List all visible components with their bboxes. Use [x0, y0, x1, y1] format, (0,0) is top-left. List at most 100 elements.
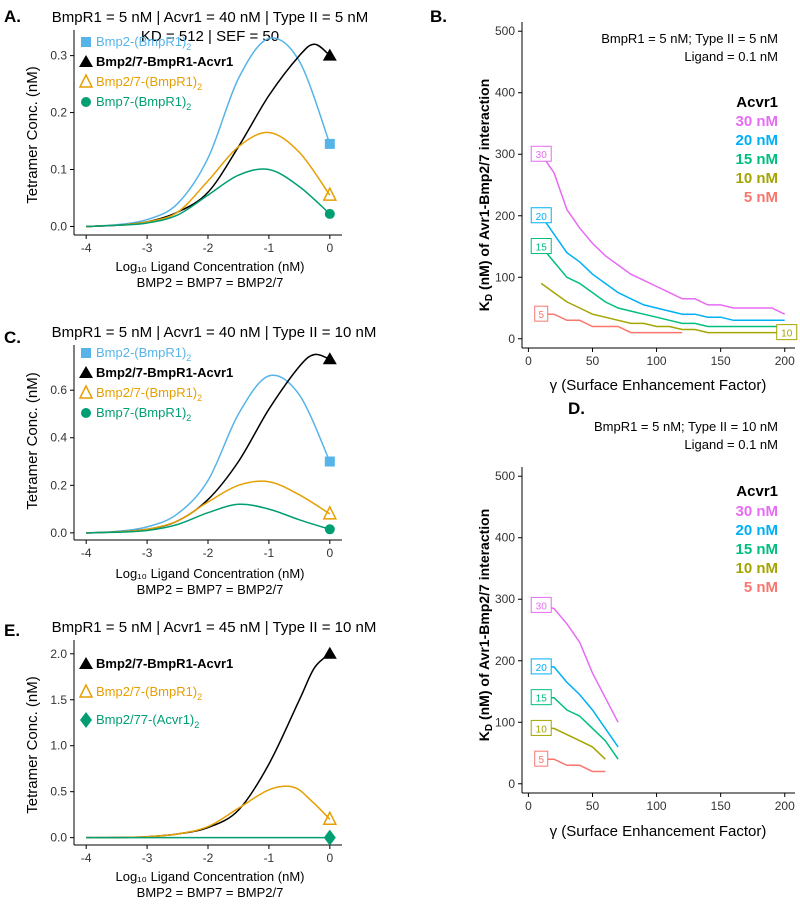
x-tick-label: 100 — [647, 354, 667, 368]
series-line — [541, 666, 619, 748]
y-tick-label: 200 — [495, 654, 515, 668]
series-start-label: 15 — [536, 694, 548, 705]
legend-marker — [79, 55, 93, 67]
x-tick-label: -3 — [142, 851, 153, 865]
series-start-label: 15 — [536, 243, 548, 254]
panel-b-annotation-2: Ligand = 0.1 nM — [684, 49, 778, 64]
y-tick-label: 0 — [508, 777, 515, 791]
series-line — [86, 43, 331, 228]
series-line — [540, 246, 785, 328]
series-line — [86, 374, 331, 534]
panel-e-ylabel: Tetramer Conc. (nM) — [24, 676, 41, 814]
panel-a-subtitle: KD = 512 | SEF = 50 — [141, 28, 279, 45]
legend-label: 10 nM — [735, 170, 778, 187]
series-start-label-box — [530, 145, 552, 162]
legend-marker — [81, 37, 91, 47]
series-start-label: 10 — [536, 724, 548, 735]
x-tick-label: -1 — [264, 851, 275, 865]
series-line — [541, 313, 683, 334]
x-tick-label: 100 — [647, 799, 667, 813]
series-line — [540, 215, 785, 322]
y-tick-label: 400 — [495, 531, 515, 545]
x-tick-label: 0 — [525, 354, 532, 368]
panel-a-letter: A. — [4, 7, 21, 26]
y-tick-label: 0.1 — [50, 163, 67, 177]
panel-b-ylabel: KD (nM) of Avr1-Bmp2/7 interaction — [476, 79, 495, 312]
panel-d-ylabel: KD (nM) of Avr1-Bmp2/7 interaction — [476, 509, 495, 742]
panel-e-xlabel2: BMP2 = BMP7 = BMP2/7 — [137, 885, 284, 900]
legend-label: Bmp2/7-BmpR1-Acvr1 — [96, 365, 233, 380]
x-tick-label: 150 — [711, 354, 731, 368]
panel-b-xlabel: γ (Surface Enhancement Factor) — [550, 377, 767, 394]
panel-b-annotation-1: BmpR1 = 5 nM; Type II = 5 nM — [601, 31, 778, 46]
y-tick-label: 300 — [495, 592, 515, 606]
legend-label: Bmp7-(BmpR1)2 — [96, 405, 191, 423]
legend-label: Bmp2/77-(Acvr1)2 — [96, 712, 199, 730]
x-tick-label: -4 — [81, 241, 92, 255]
series-end-marker — [322, 646, 337, 659]
series-end-marker — [323, 829, 336, 846]
legend-label: 15 nM — [735, 151, 778, 168]
legend-marker — [80, 712, 92, 728]
series-start-label: 30 — [536, 601, 548, 612]
y-tick-label: 100 — [495, 715, 515, 729]
series-start-label: 30 — [536, 150, 548, 161]
x-tick-label: 0 — [326, 241, 333, 255]
x-tick-label: -3 — [142, 241, 153, 255]
legend-label: Bmp2/7-(BmpR1)2 — [96, 74, 202, 92]
series-end-marker — [322, 186, 338, 201]
legend-marker — [81, 97, 91, 107]
series-start-label-box — [530, 689, 552, 706]
series-start-label-box — [530, 658, 552, 675]
panel-c-xlabel: Log₁₀ Ligand Concentration (nM) — [115, 566, 304, 581]
series-end-marker — [322, 810, 338, 826]
y-tick-label: 100 — [495, 270, 515, 284]
legend-marker — [78, 384, 94, 399]
series-start-label-box — [776, 324, 798, 341]
y-tick-label: 300 — [495, 147, 515, 161]
panel-c-xlabel2: BMP2 = BMP7 = BMP2/7 — [137, 582, 284, 597]
panel-e-chart: -4 -3 -2 -1 0 0.0 0.5 1.0 1.5 2.0 Bmp2/7-BmpR1-Acv… — [50, 640, 342, 865]
series-start-label-box — [530, 596, 552, 613]
series-line — [86, 37, 331, 228]
legend-label: 20 nM — [735, 522, 778, 539]
x-tick-label: -4 — [81, 851, 92, 865]
x-tick-label: -4 — [81, 546, 92, 560]
legend-label: 15 nM — [735, 541, 778, 558]
series-line — [86, 653, 331, 839]
series-start-label: 10 — [781, 329, 793, 340]
series-start-label: 5 — [538, 755, 544, 766]
panel-a-chart: -4 -3 -2 -1 0 0.0 0.1 0.2 0.3 Bmp2-(BmpR1)2 Bmp2/7… — [50, 30, 342, 255]
y-tick-label: 500 — [495, 24, 515, 38]
legend-label: 30 nM — [735, 113, 778, 130]
series-end-marker — [322, 352, 337, 365]
x-tick-label: 150 — [711, 799, 731, 813]
x-tick-label: -1 — [264, 241, 275, 255]
panel-e-letter: E. — [4, 621, 20, 640]
y-tick-label: 0.4 — [50, 431, 67, 445]
panel-b-legend-title: Acvr1 — [736, 94, 778, 111]
series-line — [86, 168, 331, 228]
y-tick-label: 1.0 — [50, 739, 67, 753]
series-start-label-box — [530, 719, 552, 736]
legend-label: Bmp2/7-(BmpR1)2 — [96, 684, 202, 702]
x-tick-label: 200 — [775, 354, 795, 368]
y-tick-label: 0.2 — [50, 478, 67, 492]
x-tick-label: 50 — [586, 799, 600, 813]
x-tick-label: 200 — [775, 799, 795, 813]
series-start-label: 5 — [538, 310, 544, 321]
series-line — [86, 503, 331, 534]
legend-marker — [78, 683, 94, 698]
series-start-label: 20 — [536, 212, 548, 223]
panel-c-letter: C. — [4, 328, 21, 347]
x-tick-label: 0 — [525, 799, 532, 813]
series-line — [86, 785, 331, 839]
y-tick-label: 0.0 — [50, 219, 67, 233]
series-end-marker — [324, 138, 335, 149]
y-tick-label: 200 — [495, 209, 515, 223]
series-start-label: 20 — [536, 663, 548, 674]
y-tick-label: 1.5 — [50, 693, 67, 707]
legend-label: 30 nM — [735, 503, 778, 520]
x-tick-label: -2 — [203, 546, 214, 560]
